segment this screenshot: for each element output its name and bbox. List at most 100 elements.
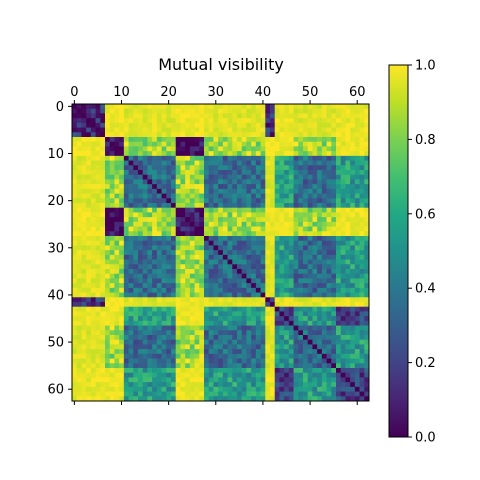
heatmap-cell — [336, 118, 342, 124]
heatmap-cell — [161, 273, 167, 279]
heatmap-cell — [114, 278, 120, 284]
heatmap-cell — [307, 292, 313, 298]
heatmap-cell — [354, 283, 360, 289]
heatmap-cell — [255, 245, 261, 251]
heatmap-cell — [270, 231, 276, 237]
heatmap-cell — [265, 358, 271, 364]
heatmap-cell — [114, 170, 120, 176]
heatmap-cell — [288, 250, 294, 256]
heatmap-cell — [123, 151, 129, 157]
heatmap-cell — [152, 316, 158, 322]
heatmap-cell — [345, 212, 351, 218]
heatmap-cell — [359, 349, 365, 355]
heatmap-cell — [317, 137, 323, 143]
heatmap-cell — [246, 231, 252, 237]
heatmap-cell — [251, 306, 257, 312]
heatmap-cell — [232, 368, 238, 374]
heatmap-cell — [76, 179, 82, 185]
heatmap-cell — [326, 151, 332, 157]
heatmap-cell — [359, 363, 365, 369]
heatmap-cell — [331, 353, 337, 359]
heatmap-cell — [345, 339, 351, 345]
heatmap-cell — [298, 198, 304, 204]
heatmap-cell — [350, 193, 356, 199]
heatmap-cell — [114, 320, 120, 326]
heatmap-cell — [123, 306, 129, 312]
heatmap-cell — [161, 368, 167, 374]
heatmap-cell — [232, 306, 238, 312]
heatmap-cell — [364, 217, 370, 223]
heatmap-cell — [237, 283, 243, 289]
heatmap-cell — [72, 363, 78, 369]
heatmap-cell — [138, 292, 144, 298]
heatmap-cell — [232, 165, 238, 171]
heatmap-cell — [359, 339, 365, 345]
heatmap-cell — [354, 353, 360, 359]
heatmap-cell — [345, 217, 351, 223]
heatmap-cell — [246, 245, 252, 251]
heatmap-cell — [317, 226, 323, 232]
heatmap-cell — [142, 250, 148, 256]
heatmap-cell — [114, 198, 120, 204]
heatmap-cell — [123, 368, 129, 374]
heatmap-cell — [293, 292, 299, 298]
heatmap-cell — [326, 122, 332, 128]
heatmap-cell — [213, 372, 219, 378]
heatmap-cell — [218, 245, 224, 251]
heatmap-cell — [199, 316, 205, 322]
heatmap-cell — [185, 287, 191, 293]
heatmap-cell — [166, 221, 172, 227]
heatmap-cell — [147, 217, 153, 223]
heatmap-cell — [152, 382, 158, 388]
heatmap-cell — [166, 372, 172, 378]
heatmap-cell — [255, 217, 261, 223]
heatmap-cell — [95, 132, 101, 138]
heatmap-cell — [76, 141, 82, 147]
heatmap-cell — [213, 231, 219, 237]
heatmap-cell — [260, 311, 266, 317]
heatmap-cell — [180, 151, 186, 157]
heatmap-cell — [189, 254, 195, 260]
heatmap-cell — [218, 104, 224, 110]
heatmap-cell — [359, 236, 365, 242]
heatmap-cell — [156, 132, 162, 138]
heatmap-cell — [274, 320, 280, 326]
heatmap-cell — [336, 127, 342, 133]
heatmap-cell — [138, 320, 144, 326]
heatmap-cell — [109, 386, 115, 392]
heatmap-cell — [185, 269, 191, 275]
heatmap-cell — [222, 221, 228, 227]
heatmap-cell — [123, 396, 129, 402]
heatmap-cell — [128, 108, 134, 114]
heatmap-cell — [189, 113, 195, 119]
heatmap-cell — [303, 316, 309, 322]
heatmap-cell — [152, 368, 158, 374]
heatmap-cell — [293, 396, 299, 402]
heatmap-cell — [251, 203, 257, 209]
y-tick-label: 40 — [47, 288, 64, 303]
heatmap-cell — [293, 174, 299, 180]
heatmap-cell — [237, 311, 243, 317]
heatmap-cell — [147, 203, 153, 209]
heatmap-cell — [326, 349, 332, 355]
heatmap-cell — [246, 320, 252, 326]
heatmap-cell — [72, 283, 78, 289]
heatmap-cell — [175, 236, 181, 242]
heatmap-cell — [288, 118, 294, 124]
heatmap-cell — [326, 240, 332, 246]
heatmap-cell — [255, 325, 261, 331]
heatmap-cell — [222, 198, 228, 204]
heatmap-cell — [189, 320, 195, 326]
heatmap-cell — [95, 122, 101, 128]
heatmap-cell — [204, 353, 210, 359]
heatmap-cell — [152, 212, 158, 218]
heatmap-cell — [119, 287, 125, 293]
heatmap-cell — [166, 377, 172, 383]
heatmap-cell — [152, 245, 158, 251]
heatmap-cell — [317, 108, 323, 114]
heatmap-cell — [189, 306, 195, 312]
heatmap-cell — [147, 278, 153, 284]
heatmap-cell — [199, 160, 205, 166]
heatmap-cell — [321, 396, 327, 402]
